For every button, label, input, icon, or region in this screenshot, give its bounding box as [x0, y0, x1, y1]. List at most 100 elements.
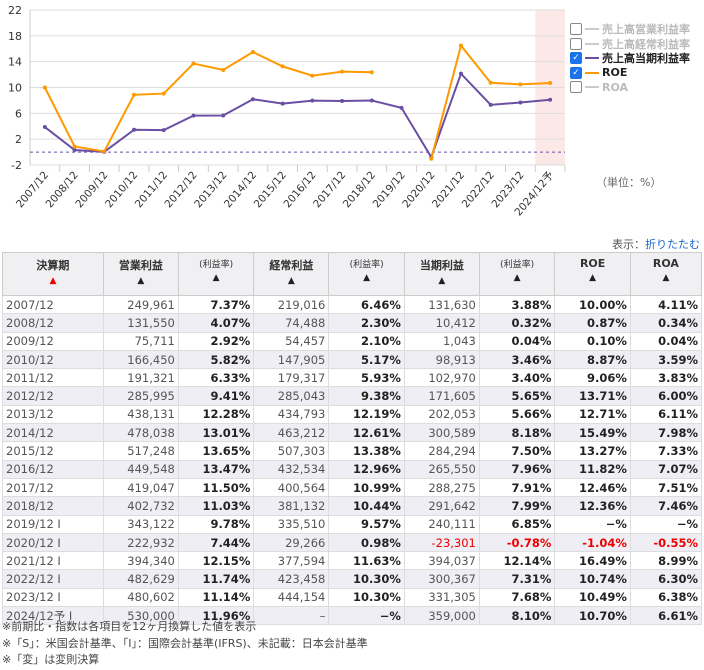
table-cell: 10.00%: [554, 294, 631, 315]
sort-icon[interactable]: ▲: [363, 273, 371, 283]
table-cell: 7.51%: [629, 477, 703, 498]
table-cell: 8.10%: [478, 606, 556, 626]
table-cell: -1.04%: [554, 532, 631, 553]
table-row: 2020/12 I 222,932 7.44% 29,266 0.98% -23,301-…: [2, 532, 703, 553]
table-cell: 147,905: [253, 349, 330, 370]
table-cell: 2.30%: [328, 313, 405, 333]
table-cell: -0.55%: [629, 532, 703, 553]
column-header[interactable]: 決算期 ▲: [2, 252, 104, 296]
table-cell: 2014/12: [2, 423, 104, 443]
sort-icon[interactable]: ▲: [662, 273, 670, 283]
table-cell: 2019/12 I: [2, 514, 104, 534]
table-row: 2010/12 166,450 5.82% 147,905 5.17% 98,913 3.4…: [2, 349, 703, 370]
column-header[interactable]: 当期利益 ▲: [403, 252, 480, 296]
column-header[interactable]: ROE ▲: [554, 252, 631, 296]
table-cell: 3.88%: [478, 294, 556, 315]
sort-icon[interactable]: ▲: [287, 276, 295, 286]
checkbox[interactable]: ✓: [570, 66, 582, 79]
table-cell: 131,550: [102, 313, 179, 333]
table-cell: 507,303: [253, 441, 330, 461]
table-cell: 12.19%: [328, 404, 405, 425]
display-toggle: 表示：折りたたむ: [612, 236, 700, 252]
table-cell: 10.70%: [554, 606, 631, 626]
table-cell: 2018/12: [2, 496, 104, 516]
checkbox[interactable]: [570, 23, 582, 36]
sort-icon[interactable]: ▲: [438, 276, 446, 286]
table-cell: 285,043: [253, 386, 330, 406]
collapse-link[interactable]: 折りたたむ: [645, 238, 700, 251]
table-cell: 7.33%: [629, 441, 703, 461]
table-cell: 2023/12 I: [2, 587, 104, 608]
table-cell: 7.44%: [177, 532, 255, 553]
table-cell: 12.61%: [328, 423, 405, 443]
table-cell: 12.71%: [554, 404, 631, 425]
sort-icon[interactable]: ▲: [513, 273, 521, 283]
table-cell: –: [253, 606, 330, 626]
table-cell: 13.38%: [328, 441, 405, 461]
table-cell: −%: [328, 606, 405, 626]
header-label: (利益率): [349, 260, 384, 270]
table-cell: 377,594: [253, 551, 330, 571]
y-tick-label: -2: [11, 159, 22, 172]
y-tick-label: 2: [15, 133, 22, 146]
table-cell: -23,301: [403, 532, 480, 553]
legend-item[interactable]: 売上高経常利益率: [570, 37, 690, 52]
table-cell: 335,510: [253, 514, 330, 534]
table-cell: 4.11%: [629, 294, 703, 315]
table-cell: 300,367: [403, 569, 480, 589]
table-cell: 15.49%: [554, 423, 631, 443]
table-row: 2021/12 I 394,340 12.15% 377,594 11.63% 394,0…: [2, 551, 703, 571]
sort-icon[interactable]: ▲: [49, 276, 57, 286]
table-cell: 11.82%: [554, 459, 631, 479]
table-cell: 2008/12: [2, 313, 104, 333]
financial-table: 決算期 ▲ 営業利益 ▲ (利益率) ▲ 経常利益 ▲ (利益率) ▲ 当期利益 ▲ (利益率) ▲ ROE…: [2, 252, 703, 626]
legend-item[interactable]: 売上高営業利益率: [570, 22, 690, 37]
table-cell: 394,340: [102, 551, 179, 571]
sort-icon[interactable]: ▲: [212, 273, 220, 283]
sort-icon[interactable]: ▲: [589, 273, 597, 283]
table-cell: 131,630: [403, 294, 480, 315]
header-label: ROA: [652, 257, 679, 270]
table-cell: 434,793: [253, 404, 330, 425]
checkbox[interactable]: [570, 81, 582, 94]
series-line: [430, 43, 551, 160]
checkbox[interactable]: [570, 37, 582, 50]
table-cell: 2016/12: [2, 459, 104, 479]
table-cell: 12.96%: [328, 459, 405, 479]
table-cell: 4.07%: [177, 313, 255, 333]
table-cell: 480,602: [102, 587, 179, 608]
table-cell: 2020/12 I: [2, 532, 104, 553]
table-cell: 288,275: [403, 477, 480, 498]
table-cell: 10,412: [403, 313, 480, 333]
table-cell: 9.57%: [328, 514, 405, 534]
table-cell: 2.92%: [177, 331, 255, 351]
table-cell: 6.33%: [177, 368, 255, 388]
table-cell: 7.96%: [478, 459, 556, 479]
checkbox[interactable]: ✓: [570, 52, 582, 65]
table-cell: 12.28%: [177, 404, 255, 425]
column-header[interactable]: (利益率) ▲: [177, 252, 255, 296]
column-header[interactable]: 経常利益 ▲: [253, 252, 330, 296]
table-cell: 0.10%: [554, 331, 631, 351]
table-cell: 2012/12: [2, 386, 104, 406]
legend-item[interactable]: ✓ 売上高当期利益率: [570, 51, 690, 66]
column-header[interactable]: (利益率) ▲: [478, 252, 556, 296]
column-header[interactable]: 営業利益 ▲: [102, 252, 179, 296]
table-cell: 5.82%: [177, 349, 255, 370]
column-header[interactable]: (利益率) ▲: [328, 252, 405, 296]
header-label: ROE: [579, 257, 606, 270]
table-cell: 54,457: [253, 331, 330, 351]
table-row: 2016/12 449,548 13.47% 432,534 12.96% 265,550…: [2, 459, 703, 479]
table-cell: 6.11%: [629, 404, 703, 425]
display-label: 表示：: [612, 238, 645, 251]
sort-icon[interactable]: ▲: [137, 276, 145, 286]
table-cell: 6.38%: [629, 587, 703, 608]
legend-item[interactable]: ROA: [570, 80, 690, 95]
table-cell: 0.32%: [478, 313, 556, 333]
table-cell: 3.40%: [478, 368, 556, 388]
unit-label: （単位：%）: [596, 176, 662, 189]
table-cell: 10.30%: [328, 587, 405, 608]
table-cell: 16.49%: [554, 551, 631, 571]
column-header[interactable]: ROA ▲: [629, 252, 703, 296]
legend-item[interactable]: ✓ ROE: [570, 66, 690, 81]
